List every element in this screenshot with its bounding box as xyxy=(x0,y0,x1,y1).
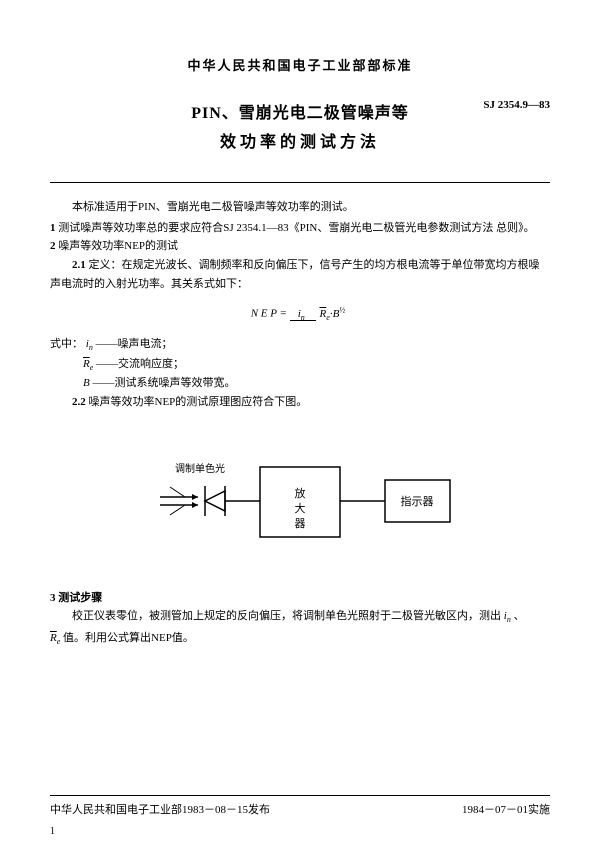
sec3-num: 3 xyxy=(50,592,56,604)
diagram-amp-label2: 大 xyxy=(295,501,306,515)
sec2-num: 2 xyxy=(50,240,56,252)
main-title-line2: 效功率的测试方法 xyxy=(50,128,550,152)
where-in-sub: n xyxy=(89,343,93,352)
sec1-num: 1 xyxy=(50,222,56,234)
title-row: PIN、雪崩光电二极管噪声等 SJ 2354.9—83 xyxy=(50,99,550,123)
section-3: 3 测试步骤 xyxy=(50,589,550,608)
sec3-para: 校正仪表零位，被测管加上规定的反向偏压，将调制单色光照射于二极管光敏区内，测出 … xyxy=(50,607,550,627)
sec3-para2: Re 值。利用公式算出NEP值。 xyxy=(50,629,550,649)
section-1: 1 测试噪声等效功率总的要求应符合SJ 2354.1—83《PIN、雪崩光电二极… xyxy=(50,219,550,238)
sec21-text: 定义：在规定光波长、调制频率和反向偏压下，信号产生的均方根电流等于单位带宽均方根… xyxy=(50,259,540,290)
body-text: 本标准适用于PIN、雪崩光电二极管噪声等效功率的测试。 1 测试噪声等效功率总的… xyxy=(50,198,550,649)
sec3-title: 测试步骤 xyxy=(58,592,102,604)
sec2-title: 噪声等效功率NEP的测试 xyxy=(58,240,178,252)
intro-para: 本标准适用于PIN、雪崩光电二极管噪声等效功率的测试。 xyxy=(50,198,550,217)
sec1-text: 测试噪声等效功率总的要求应符合SJ 2354.1—83《PIN、雪崩光电二极管光… xyxy=(58,222,534,234)
formula-lhs: N E P xyxy=(251,308,277,320)
sec22-num: 2.2 xyxy=(72,396,86,408)
footer: 中华人民共和国电子工业部1983－08－15发布 1984－07－01实施 xyxy=(50,795,550,817)
footer-divider xyxy=(50,795,550,796)
diagram-indicator-label: 指示器 xyxy=(401,494,434,508)
where-re: R xyxy=(83,358,90,370)
where-b-desc: ——测试系统噪声等效带宽。 xyxy=(92,377,235,389)
formula-numerator-sub: n xyxy=(301,313,305,322)
where-b: B xyxy=(83,377,90,389)
circuit-diagram: 调制单色光 放 大 器 指示器 xyxy=(130,442,470,552)
sec21-num: 2.1 xyxy=(72,259,86,271)
diagram-container: 调制单色光 放 大 器 指示器 xyxy=(50,442,550,559)
where-re-sub: e xyxy=(90,363,94,372)
sec22-text: 噪声等效功率NEP的测试原理图应符合下图。 xyxy=(89,396,308,408)
where-re-desc: ——交流响应度； xyxy=(96,358,184,370)
header-divider xyxy=(50,182,550,183)
where-label: 式中： xyxy=(50,338,83,350)
sec3-text1: 校正仪表零位，被测管加上规定的反向偏压，将调制单色光照射于二极管光敏区内，测出 xyxy=(72,610,501,622)
where-block: 式中： in ——噪声电流； xyxy=(50,335,550,355)
formula-den-b-sup: ½ xyxy=(339,305,345,314)
org-heading: 中华人民共和国电子工业部部标准 xyxy=(50,55,550,74)
diagram-amp-label3: 器 xyxy=(295,517,306,530)
section-2-2: 2.2 噪声等效功率NEP的测试原理图应符合下图。 xyxy=(50,393,550,412)
footer-publish: 中华人民共和国电子工业部1983－08－15发布 xyxy=(50,801,270,817)
where-line-b: B ——测试系统噪声等效带宽。 xyxy=(83,374,550,393)
main-title-line1: PIN、雪崩光电二极管噪声等 xyxy=(191,99,409,123)
page-number: 1 xyxy=(50,826,55,837)
where-line-re: Re ——交流响应度； xyxy=(83,355,550,375)
standard-code: SJ 2354.9—83 xyxy=(483,99,550,111)
formula: N E P = in Re·B½ xyxy=(50,303,550,324)
section-2-1: 2.1 定义：在规定光波长、调制频率和反向偏压下，信号产生的均方根电流等于单位带… xyxy=(50,256,550,293)
diagram-amp-label1: 放 xyxy=(295,486,306,500)
where-in-desc: ——噪声电流； xyxy=(96,338,173,350)
footer-implement: 1984－07－01实施 xyxy=(462,801,550,817)
sec3-text1-end: 、 xyxy=(514,610,525,622)
sec3-text2: 值。利用公式算出NEP值。 xyxy=(63,632,194,644)
formula-fraction: in Re·B½ xyxy=(290,303,350,324)
diagram-light-label: 调制单色光 xyxy=(175,462,225,475)
section-2: 2 噪声等效功率NEP的测试 xyxy=(50,237,550,256)
